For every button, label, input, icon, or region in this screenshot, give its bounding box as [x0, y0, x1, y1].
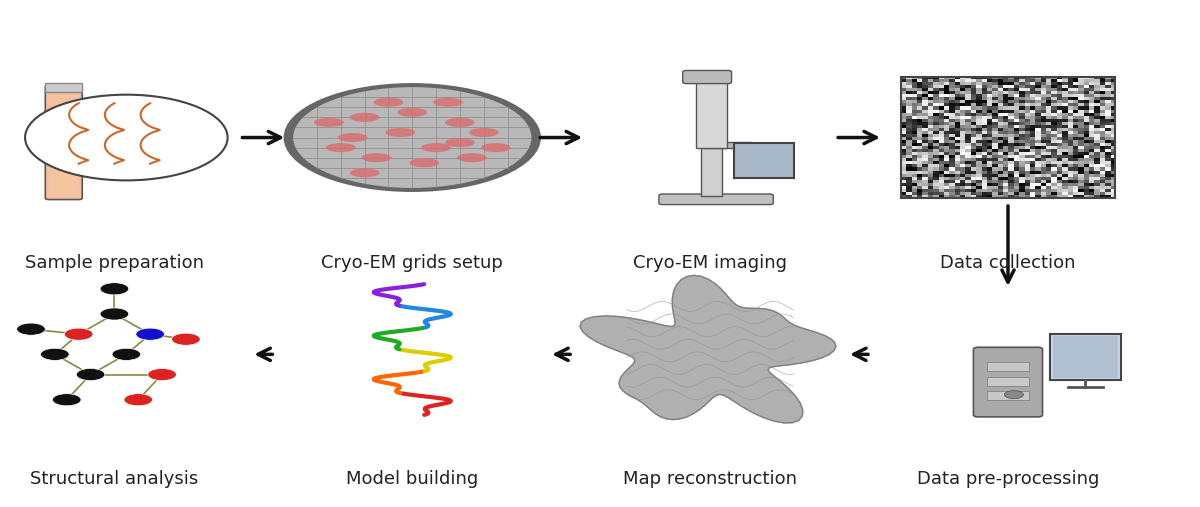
Bar: [701, 145, 722, 196]
Circle shape: [136, 328, 164, 340]
Ellipse shape: [326, 143, 355, 152]
Ellipse shape: [338, 133, 367, 142]
Circle shape: [100, 308, 128, 320]
Text: Data collection: Data collection: [941, 254, 1075, 272]
Bar: [986, 391, 1030, 400]
Ellipse shape: [433, 98, 463, 107]
Bar: [46, 83, 83, 92]
Circle shape: [283, 83, 541, 192]
Circle shape: [124, 393, 152, 406]
Bar: [734, 142, 793, 178]
Text: Structural analysis: Structural analysis: [30, 470, 198, 488]
Ellipse shape: [349, 168, 379, 177]
Ellipse shape: [469, 128, 499, 137]
Circle shape: [112, 348, 140, 360]
Ellipse shape: [481, 143, 510, 152]
Circle shape: [17, 323, 46, 335]
Circle shape: [25, 95, 228, 180]
FancyBboxPatch shape: [659, 194, 773, 205]
Circle shape: [65, 328, 92, 340]
Bar: [52, 137, 77, 193]
Ellipse shape: [314, 118, 343, 127]
Circle shape: [53, 393, 82, 406]
Bar: [901, 77, 1115, 198]
Ellipse shape: [361, 153, 391, 162]
Bar: [1054, 336, 1117, 378]
Polygon shape: [580, 275, 836, 423]
Ellipse shape: [397, 108, 427, 117]
FancyBboxPatch shape: [683, 70, 732, 84]
Bar: [696, 77, 727, 148]
Text: Data pre-processing: Data pre-processing: [917, 470, 1099, 488]
Circle shape: [293, 87, 532, 188]
Text: Cryo-EM grids setup: Cryo-EM grids setup: [322, 254, 503, 272]
Circle shape: [100, 283, 128, 295]
Circle shape: [172, 333, 200, 345]
Bar: [704, 141, 752, 148]
Circle shape: [148, 369, 176, 381]
Text: Model building: Model building: [346, 470, 479, 488]
Text: Sample preparation: Sample preparation: [25, 254, 204, 272]
Ellipse shape: [421, 143, 451, 152]
FancyBboxPatch shape: [973, 347, 1043, 417]
Ellipse shape: [349, 113, 379, 122]
Ellipse shape: [445, 118, 475, 127]
Ellipse shape: [409, 158, 439, 167]
Ellipse shape: [457, 153, 487, 162]
Circle shape: [41, 348, 70, 360]
Text: Cryo-EM imaging: Cryo-EM imaging: [634, 254, 787, 272]
Circle shape: [1004, 391, 1024, 399]
Circle shape: [77, 369, 104, 381]
FancyBboxPatch shape: [46, 86, 83, 200]
Bar: [1050, 334, 1121, 380]
Text: Map reconstruction: Map reconstruction: [623, 470, 797, 488]
Bar: [986, 377, 1030, 386]
Ellipse shape: [445, 138, 475, 147]
Ellipse shape: [373, 98, 403, 107]
Ellipse shape: [385, 128, 415, 137]
Bar: [986, 363, 1030, 372]
